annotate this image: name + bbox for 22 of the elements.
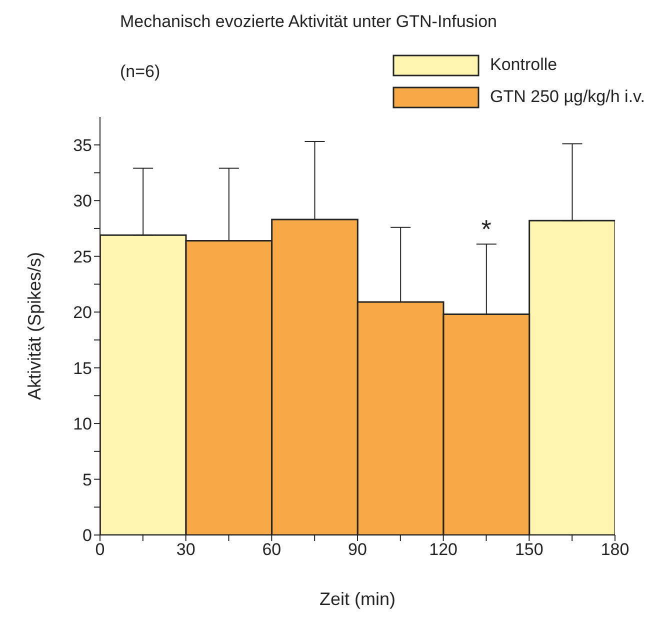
legend-label: GTN 250 µg/kg/h i.v. [490, 87, 645, 107]
x-tick-label: 180 [600, 540, 630, 560]
y-tick-label: 30 [73, 192, 92, 211]
y-tick-label: 25 [73, 247, 92, 266]
chart-subtitle: (n=6) [120, 62, 160, 82]
y-tick-label: 0 [82, 526, 92, 546]
x-tick-label: 0 [95, 540, 105, 560]
y-tick-label: 35 [73, 136, 92, 155]
y-axis-title: Aktivität (Spikes/s) [24, 252, 44, 400]
y-tick-label: 10 [73, 414, 92, 434]
x-tick-label: 30 [176, 540, 196, 560]
y-tick-label: 20 [73, 303, 92, 322]
y-tick-label: 15 [73, 358, 92, 378]
x-tick-label: 90 [348, 540, 367, 560]
annotation: * [481, 214, 492, 244]
x-tick-label: 60 [262, 540, 282, 560]
legend-label: Kontrolle [490, 55, 558, 75]
chart-title: Mechanisch evozierte Aktivität unter GTN-Infusion [120, 12, 497, 32]
x-axis-title: Zeit (min) [320, 589, 396, 609]
x-tick-label: 120 [429, 540, 458, 560]
x-tick-label: 150 [514, 540, 544, 560]
y-tick-label: 5 [82, 470, 92, 490]
